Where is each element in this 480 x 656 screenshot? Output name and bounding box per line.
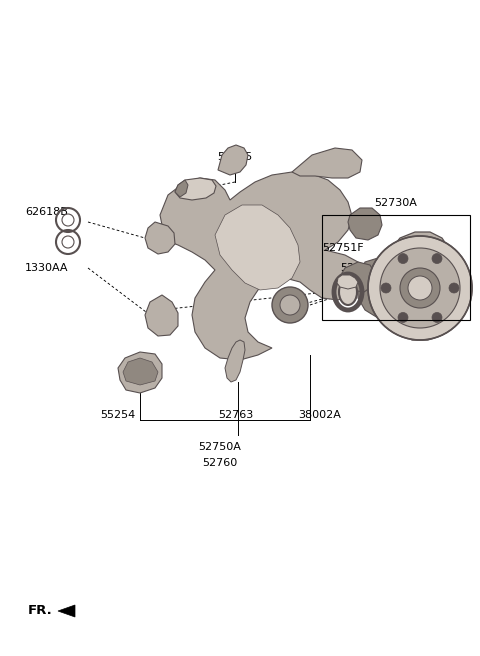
Polygon shape — [175, 178, 216, 200]
Circle shape — [368, 236, 472, 340]
Polygon shape — [390, 232, 452, 340]
Circle shape — [398, 254, 408, 264]
Circle shape — [408, 276, 432, 300]
Circle shape — [381, 283, 391, 293]
Polygon shape — [225, 340, 245, 382]
Text: 62618B: 62618B — [25, 207, 68, 217]
Polygon shape — [160, 172, 365, 360]
Polygon shape — [145, 295, 178, 336]
Text: 1330AA: 1330AA — [25, 263, 69, 273]
Polygon shape — [342, 262, 376, 292]
Polygon shape — [348, 208, 382, 240]
Circle shape — [400, 268, 440, 308]
Polygon shape — [123, 358, 158, 385]
Text: 52763: 52763 — [218, 410, 253, 420]
Polygon shape — [175, 180, 188, 197]
Circle shape — [280, 295, 300, 315]
Polygon shape — [118, 352, 162, 393]
Text: 54645: 54645 — [217, 152, 252, 162]
Polygon shape — [358, 258, 390, 320]
Text: FR.: FR. — [28, 604, 53, 617]
Polygon shape — [218, 145, 248, 175]
Circle shape — [432, 312, 442, 323]
Text: 52751F: 52751F — [322, 243, 364, 253]
Circle shape — [432, 254, 442, 264]
Circle shape — [449, 283, 459, 293]
Circle shape — [380, 248, 460, 328]
Circle shape — [272, 287, 308, 323]
Polygon shape — [145, 222, 175, 254]
Text: 55254: 55254 — [100, 410, 135, 420]
Ellipse shape — [339, 279, 357, 305]
Circle shape — [398, 312, 408, 323]
Polygon shape — [292, 148, 362, 178]
Polygon shape — [337, 275, 358, 289]
Text: 52750A: 52750A — [199, 442, 241, 452]
Polygon shape — [58, 605, 75, 617]
Polygon shape — [215, 205, 300, 290]
Bar — [322, 215, 470, 320]
Text: 38002A: 38002A — [298, 410, 341, 420]
Text: 52752: 52752 — [340, 263, 375, 273]
Text: 52730A: 52730A — [374, 198, 418, 208]
Text: 52760: 52760 — [203, 458, 238, 468]
